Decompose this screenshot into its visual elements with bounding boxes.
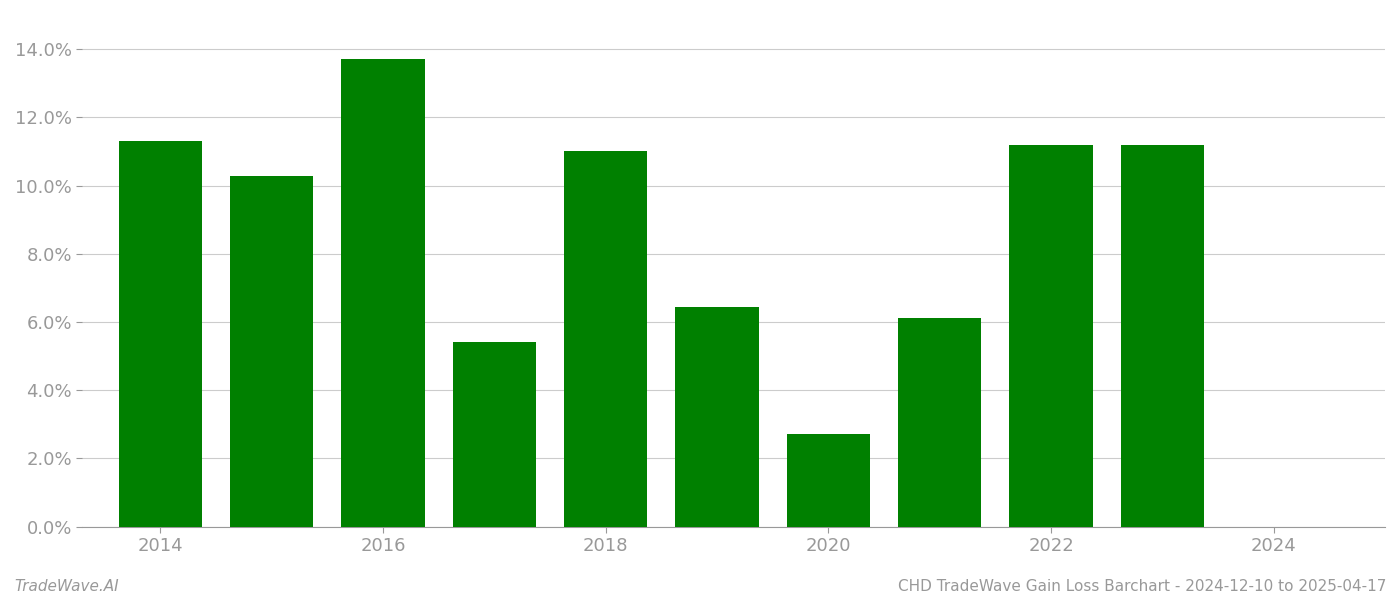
Text: CHD TradeWave Gain Loss Barchart - 2024-12-10 to 2025-04-17: CHD TradeWave Gain Loss Barchart - 2024-… — [897, 579, 1386, 594]
Bar — [1009, 145, 1093, 527]
Bar — [452, 342, 536, 527]
Bar — [230, 176, 314, 527]
Bar — [675, 307, 759, 527]
Bar — [564, 151, 647, 527]
Bar — [897, 317, 981, 527]
Bar — [342, 59, 424, 527]
Bar — [119, 141, 202, 527]
Bar — [787, 434, 869, 527]
Text: TradeWave.AI: TradeWave.AI — [14, 579, 119, 594]
Bar — [1120, 145, 1204, 527]
